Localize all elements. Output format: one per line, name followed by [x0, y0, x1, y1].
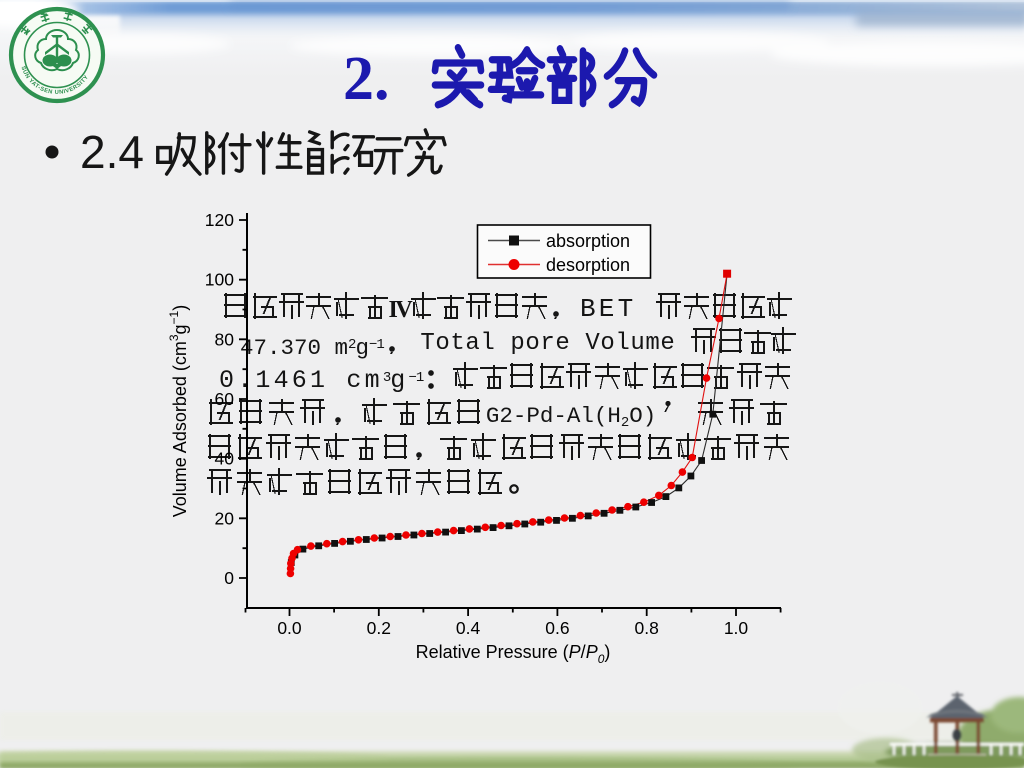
svg-text:2.: 2.	[343, 45, 390, 113]
svg-text:Relative Pressure (P/P0): Relative Pressure (P/P0)	[416, 642, 611, 666]
svg-text:2.4: 2.4	[80, 126, 144, 178]
svg-text:Volume Adsorbed (cm3g−1): Volume Adsorbed (cm3g−1)	[167, 305, 190, 517]
svg-text:absorption: absorption	[546, 231, 630, 251]
svg-text:desorption: desorption	[546, 255, 630, 275]
svg-text:100: 100	[205, 270, 234, 290]
svg-text:0.6: 0.6	[545, 618, 569, 638]
svg-text:20: 20	[215, 508, 235, 528]
svg-text:0.8: 0.8	[635, 618, 659, 638]
svg-text:0.0: 0.0	[277, 618, 302, 638]
svg-text:0.4: 0.4	[456, 618, 481, 638]
svg-text:0: 0	[224, 568, 234, 588]
svg-text:120: 120	[205, 210, 234, 230]
svg-text:80: 80	[215, 329, 235, 349]
svg-text:0.2: 0.2	[367, 618, 391, 638]
svg-text:60: 60	[215, 389, 235, 409]
svg-text:1.0: 1.0	[724, 618, 749, 638]
svg-text:40: 40	[215, 449, 235, 469]
